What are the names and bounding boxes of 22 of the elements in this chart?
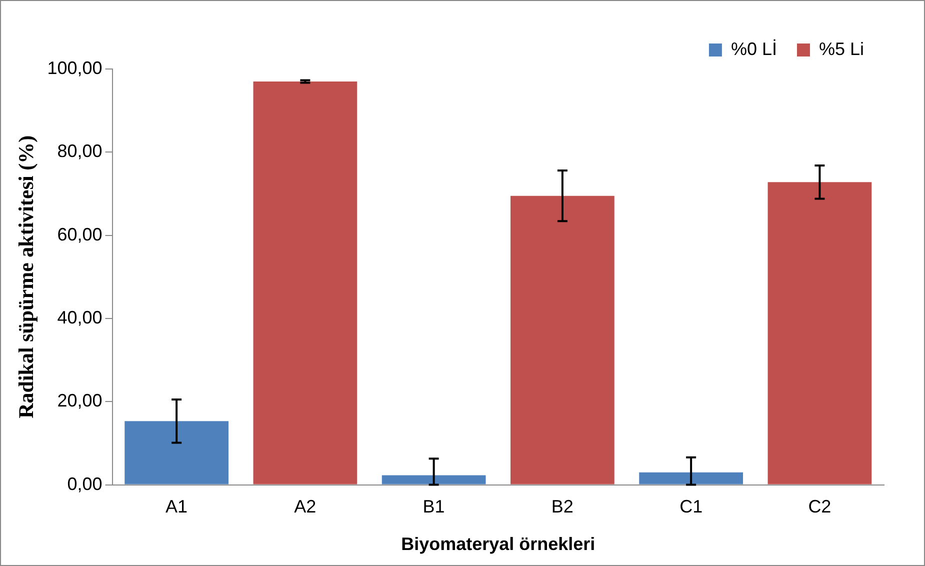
bar [768,182,872,484]
x-tick-label: C2 [808,496,832,517]
y-tick-label: 100,00 [47,58,102,78]
legend-label: %0 Lİ [730,38,777,59]
bar [510,196,614,484]
x-tick-label: C1 [680,496,703,517]
y-tick-label: 80,00 [57,141,102,162]
y-axis-title: Radikal süpürme aktivitesi (%) [14,135,38,418]
x-tick-label: B2 [551,496,574,517]
legend-label: %5 Li [818,38,864,59]
x-tick-label: B1 [422,496,445,517]
bar [124,421,228,484]
bar [253,81,358,484]
y-tick-label: 20,00 [57,390,102,411]
bar [382,475,486,484]
y-tick-label: 60,00 [57,224,102,244]
bar [639,472,743,484]
x-axis-title: Biyomateryal örnekleri [401,534,596,554]
y-tick-label: 0,00 [67,474,102,494]
y-tick-label: 40,00 [57,307,102,328]
x-tick-label: A2 [294,496,316,517]
x-tick-label: A1 [166,496,188,517]
